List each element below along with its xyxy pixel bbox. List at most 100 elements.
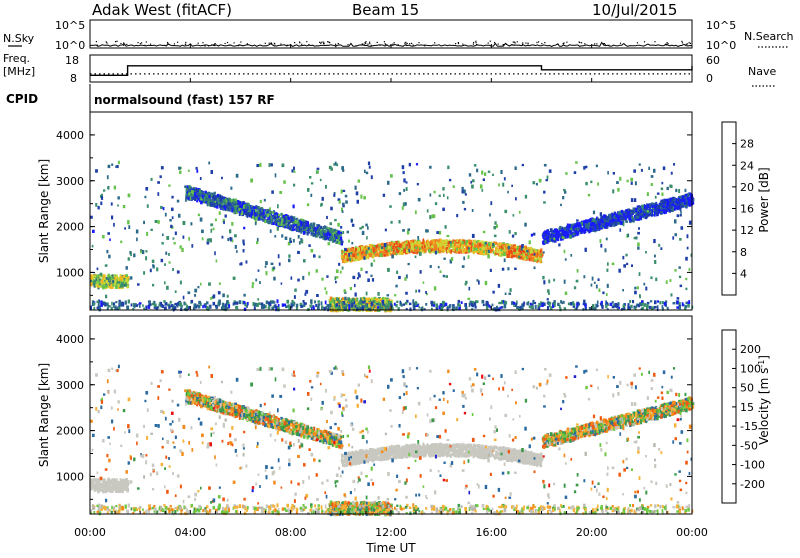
power-cell <box>464 208 466 211</box>
power-cell <box>261 207 263 210</box>
power-cell <box>145 187 148 191</box>
power-cell <box>572 233 574 236</box>
power-cell <box>165 252 167 255</box>
power-cell <box>615 222 618 226</box>
power-cell <box>105 264 108 267</box>
power-cell <box>433 244 436 247</box>
power-cell <box>214 197 216 200</box>
power-cell <box>456 214 458 217</box>
power-cell <box>286 226 288 228</box>
power-cell <box>557 234 559 237</box>
power-cell <box>366 245 368 249</box>
power-cell <box>500 170 502 174</box>
nsearch-point <box>185 44 186 45</box>
nsearch-point <box>328 42 329 43</box>
power-cell <box>484 172 486 176</box>
power-cell <box>437 243 439 247</box>
power-cell <box>319 236 321 238</box>
power-cell <box>546 179 549 181</box>
power-cell <box>267 217 269 220</box>
power-cell <box>622 289 624 291</box>
power-cell <box>231 210 233 213</box>
power-cell <box>293 184 295 187</box>
nsearch-point <box>488 43 489 44</box>
nsearch-tick-bottom: 10^0 <box>706 39 736 52</box>
power-cell <box>573 226 575 230</box>
power-cell <box>465 193 467 195</box>
power-cell <box>229 198 231 202</box>
power-cell <box>293 205 295 209</box>
power-cell <box>185 198 187 202</box>
power-cell <box>328 242 331 245</box>
power-cell <box>308 244 310 247</box>
power-cell <box>575 161 578 163</box>
power-cell <box>631 217 634 220</box>
power-cell <box>271 263 274 265</box>
power-cell <box>385 229 387 232</box>
power-cell <box>390 221 392 224</box>
nsearch-point <box>405 42 406 43</box>
power-cell <box>295 221 298 224</box>
power-cell <box>576 280 579 283</box>
power-cell <box>482 189 484 192</box>
power-cell <box>384 299 386 303</box>
power-cell <box>288 254 290 257</box>
power-cell <box>600 225 602 227</box>
power-cell <box>338 241 340 244</box>
nsearch-point <box>271 42 272 43</box>
power-cell <box>270 229 272 233</box>
nsearch-point <box>211 44 212 45</box>
power-cell <box>117 196 120 199</box>
power-cell <box>439 250 442 253</box>
power-cell <box>393 243 395 247</box>
nsearch-point <box>321 42 322 43</box>
power-cell <box>549 237 551 241</box>
power-cell <box>502 244 505 247</box>
power-cell <box>423 239 425 243</box>
freq-label-line2: [MHz] <box>3 65 35 78</box>
power-cell <box>255 209 257 212</box>
power-cell <box>402 165 405 169</box>
power-cell <box>339 200 341 204</box>
power-cell <box>345 200 348 203</box>
power-cell <box>219 204 221 208</box>
nsearch-point <box>308 44 309 45</box>
power-cell <box>362 226 364 229</box>
power-cell <box>637 232 640 235</box>
power-cell <box>313 228 316 232</box>
power-cell <box>602 292 604 295</box>
power-cell <box>569 235 572 239</box>
power-cell <box>661 203 663 207</box>
power-cell <box>638 208 641 210</box>
power-cell <box>336 269 339 273</box>
power-cell <box>556 231 558 234</box>
nsearch-point <box>280 44 281 45</box>
power-cell <box>606 226 608 229</box>
power-cell <box>684 200 686 202</box>
nsky-tick-top: 10^5 <box>55 19 85 32</box>
power-cell <box>157 192 159 196</box>
power-cell <box>465 283 467 286</box>
power-cell <box>452 249 454 252</box>
nsearch-point <box>584 43 585 44</box>
date-label: 10/Jul/2015 <box>592 1 677 19</box>
power-cell <box>143 271 145 275</box>
power-cell <box>625 212 627 215</box>
power-cell <box>429 166 432 169</box>
nsearch-point <box>273 45 274 46</box>
power-cell <box>553 238 555 241</box>
power-cell <box>512 255 515 258</box>
nave-tick-bottom: 0 <box>706 72 713 85</box>
power-cell <box>268 221 270 225</box>
nsearch-point <box>473 42 474 43</box>
power-cell <box>522 257 524 260</box>
power-cell <box>324 230 326 233</box>
power-cell <box>373 260 375 262</box>
power-cell <box>419 247 421 249</box>
power-cell <box>594 282 596 284</box>
power-cell <box>677 199 679 202</box>
nsearch-point <box>527 43 528 44</box>
power-cell <box>680 205 683 208</box>
power-cell <box>342 231 344 234</box>
nsearch-point <box>536 42 537 43</box>
